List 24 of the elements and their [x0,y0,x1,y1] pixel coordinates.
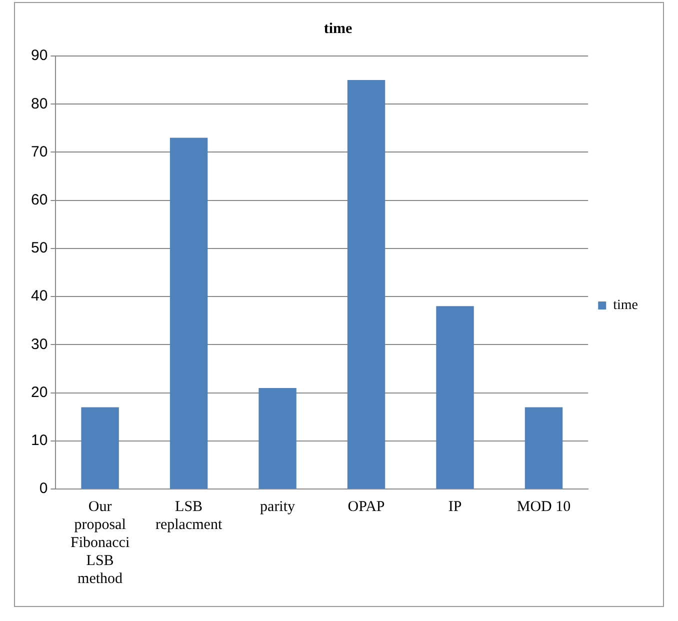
x-tick-label: IP [448,498,462,515]
y-tick-label: 70 [30,143,48,160]
y-tick-label: 40 [30,288,48,305]
bar [436,306,474,488]
y-tick-label: 50 [30,240,48,257]
x-tick-label: Our proposal Fibonacci LSB method [70,498,130,587]
y-tick-label: 0 [39,480,48,498]
y-tick-label: 90 [30,47,48,64]
x-tick-label: parity [260,498,296,515]
bar [81,407,119,488]
bar [524,407,563,488]
y-tick-label: 30 [30,336,48,353]
bar [347,80,386,488]
bar [170,138,208,488]
x-tick-label: LSB replacment [155,498,223,533]
y-tick-label: 10 [30,432,48,450]
y-tick-label: 20 [30,384,48,401]
y-tick-label: 60 [30,191,48,208]
legend-label: time [613,298,638,314]
x-tick-label: MOD 10 [516,498,571,515]
bar [258,388,296,488]
chart-title: time [324,20,352,37]
y-tick-label: 80 [30,95,48,112]
x-tick-label: OPAP [348,498,385,515]
